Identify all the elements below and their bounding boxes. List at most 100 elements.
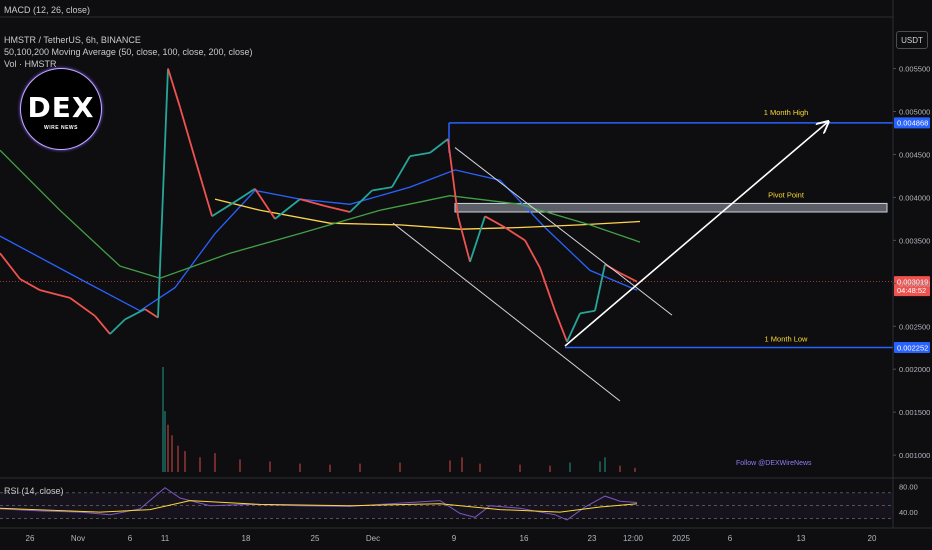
y-tick-label: 0.005500	[899, 65, 930, 74]
price-segment	[429, 138, 449, 154]
volume-bar	[604, 457, 606, 472]
current-price-badge-countdown: 04:48:52	[897, 286, 926, 295]
x-tick-label: 12:00	[623, 534, 644, 543]
volume-legend[interactable]: Vol · HMSTR	[4, 59, 57, 69]
volume-bar	[299, 463, 301, 472]
volume-bar	[634, 467, 636, 472]
rsi-tick-label: 40.00	[899, 508, 918, 517]
moving-average-line	[0, 169, 638, 312]
volume-bar	[359, 463, 361, 472]
volume-bar	[569, 462, 571, 472]
rsi-legend[interactable]: RSI (14, close)	[4, 486, 64, 496]
price-segment	[39, 289, 71, 299]
channel-line	[454, 147, 673, 316]
rsi-tick-label: 80.00	[899, 482, 918, 491]
price-segment	[484, 215, 506, 229]
watermark-text: Follow @DEXWireNews	[736, 460, 812, 467]
x-tick-label: 6	[128, 534, 133, 543]
volume-bar	[167, 424, 169, 472]
x-tick-label: 20	[868, 534, 877, 543]
price-segment	[457, 216, 471, 263]
ma-legend[interactable]: 50,100,200 Moving Average (50, close, 10…	[4, 47, 253, 57]
currency-button[interactable]: USDT	[896, 31, 928, 49]
price-segment	[504, 226, 526, 242]
volume-bar	[162, 367, 164, 472]
x-tick-label: 11	[161, 534, 170, 543]
symbol-legend[interactable]: HMSTR / TetherUS, 6h, BINANCE	[4, 35, 141, 45]
price-segment	[469, 216, 486, 263]
macd-legend[interactable]: MACD (12, 26, close)	[4, 5, 91, 15]
price-segment	[409, 151, 431, 158]
price-segment	[19, 278, 41, 291]
price-segment	[391, 155, 411, 188]
y-tick-label: 0.001500	[899, 408, 930, 417]
price-segment	[447, 138, 459, 217]
price-segment	[0, 252, 21, 280]
volume-bar	[177, 445, 179, 472]
price-segment	[579, 309, 596, 315]
price-segment	[109, 318, 126, 335]
y-tick-label: 0.002500	[899, 322, 930, 331]
target-arrow	[564, 122, 828, 347]
level-lines: 1 Month High Pivot Point 1 Month Low 0.0048…	[448, 108, 930, 354]
y-tick-label: 0.002000	[899, 365, 930, 374]
volume-bar	[399, 462, 401, 472]
channel-line	[392, 222, 621, 402]
price-segment	[299, 198, 326, 207]
rsi-pane: 80.00 40.00	[0, 482, 918, 521]
pivot-zone	[454, 202, 888, 213]
price-segment	[157, 68, 169, 318]
x-tick-label: 26	[26, 534, 35, 543]
dex-wire-news-logo: DEX WIRE NEWS	[20, 68, 102, 150]
x-tick-label: 16	[520, 534, 529, 543]
y-tick-label: 0.005000	[899, 107, 930, 116]
price-segment	[371, 186, 393, 192]
price-segment	[254, 188, 276, 220]
price-segment	[94, 315, 111, 335]
volume-bar	[619, 465, 621, 472]
rsi-band-fill	[0, 492, 893, 519]
y-tick-label: 0.003000	[899, 279, 930, 288]
moving-average-line	[0, 149, 641, 279]
high-price-badge: 0.004868	[897, 119, 928, 128]
volume-bar	[329, 464, 331, 472]
volume-bar	[171, 435, 173, 472]
volume-bar	[214, 453, 216, 472]
low-price-badge: 0.002252	[897, 343, 928, 352]
x-tick-label: 6	[728, 534, 733, 543]
volume-bar	[199, 457, 201, 472]
price-segment	[69, 297, 96, 317]
price-line	[0, 68, 893, 343]
low-price-badge-bg	[894, 342, 930, 354]
x-tick-label: Nov	[71, 534, 85, 543]
volume-bar	[184, 451, 186, 472]
price-segment	[167, 68, 181, 108]
price-segment	[619, 272, 638, 283]
volume-bar	[479, 463, 481, 472]
x-tick-label: Dec	[366, 534, 380, 543]
y-tick-label: 0.003500	[899, 236, 930, 245]
rsi-ma-line	[0, 500, 638, 513]
high-price-badge-bg	[894, 117, 930, 129]
volume-bar	[461, 457, 463, 472]
current-price-badge: 0.003019	[897, 277, 928, 286]
volume-bar	[599, 461, 601, 472]
price-segment	[594, 264, 606, 311]
y-tick-label: 0.004000	[899, 193, 930, 202]
x-tick-label: 23	[588, 534, 597, 543]
price-segment	[234, 188, 256, 203]
volume-bar	[164, 411, 166, 472]
price-segment	[324, 205, 351, 213]
volume-bar	[449, 460, 451, 472]
price-segment	[211, 200, 236, 218]
volume-bars	[162, 367, 636, 472]
price-segment	[554, 310, 568, 343]
annotation-label: Pivot Point	[768, 190, 805, 199]
price-segment	[124, 308, 146, 321]
y-tick-label: 0.004500	[899, 150, 930, 159]
x-tick-label: 18	[242, 534, 251, 543]
x-tick-label: 2025	[672, 534, 690, 543]
price-segment	[274, 198, 301, 220]
